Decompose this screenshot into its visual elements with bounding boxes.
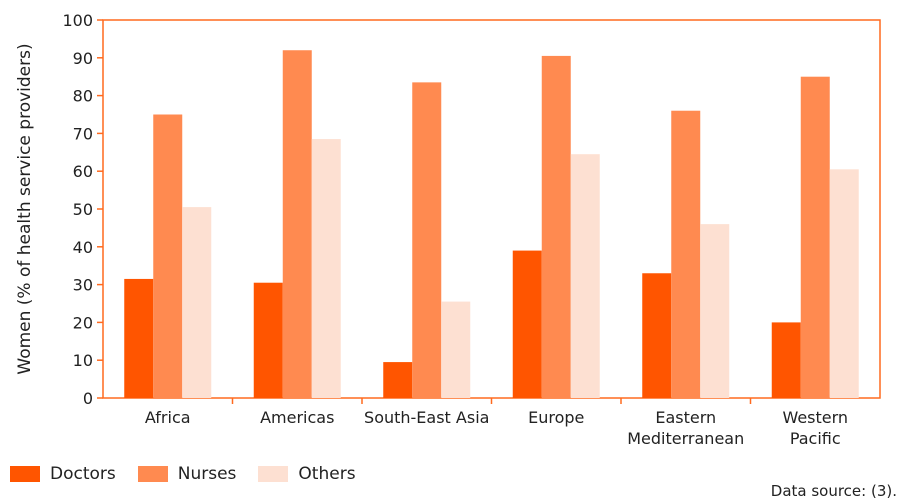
x-tick-label: South-East Asia (364, 408, 489, 427)
x-tick-label: Pacific (790, 429, 841, 448)
x-tick-label: Eastern (655, 408, 716, 427)
legend: Doctors Nurses Others (10, 464, 356, 484)
y-tick-label: 50 (73, 200, 93, 219)
bar-others-1 (311, 139, 341, 398)
y-tick-label: 100 (62, 11, 93, 30)
x-tick-label: Mediterranean (627, 429, 744, 448)
bar-nurses-1 (282, 50, 312, 399)
bar-doctors-2 (383, 362, 413, 398)
y-tick-label: 80 (73, 87, 93, 106)
bar-others-0 (182, 207, 212, 398)
y-tick-label: 30 (73, 276, 93, 295)
bar-doctors-3 (512, 250, 542, 398)
bar-nurses-0 (153, 114, 183, 398)
bar-others-3 (570, 154, 600, 398)
y-axis-label: Women (% of health service providers) (15, 43, 35, 374)
bar-others-5 (829, 169, 859, 398)
legend-item-doctors: Doctors (10, 464, 116, 484)
y-tick-label: 60 (73, 162, 93, 181)
legend-label-doctors: Doctors (50, 464, 116, 484)
legend-swatch-doctors (10, 466, 40, 482)
y-tick-label: 90 (73, 49, 93, 68)
legend-label-others: Others (298, 464, 356, 484)
bar-others-2 (441, 301, 471, 398)
plot-frame (102, 19, 881, 399)
bar-nurses-2 (412, 82, 442, 399)
bar-doctors-0 (124, 278, 154, 398)
legend-item-nurses: Nurses (137, 464, 237, 484)
bar-nurses-5 (800, 76, 830, 398)
bar-doctors-1 (253, 282, 283, 398)
y-tick-label: 70 (73, 124, 93, 143)
x-tick-label: Western (782, 408, 848, 427)
x-tick-label: Africa (145, 408, 191, 427)
x-tick-label: Americas (260, 408, 334, 427)
y-tick-label: 0 (83, 389, 93, 408)
legend-item-others: Others (258, 464, 356, 484)
y-tick-label: 20 (73, 313, 93, 332)
bar-doctors-4 (642, 273, 672, 398)
bar-others-4 (700, 224, 730, 398)
x-tick-label: Europe (528, 408, 584, 427)
y-tick-label: 40 (73, 238, 93, 257)
bar-doctors-5 (771, 322, 801, 398)
plot-area: 0 10 20 30 40 50 60 70 80 90 100 Women (% of health… (15, 11, 881, 448)
legend-swatch-nurses (137, 466, 168, 482)
legend-label-nurses: Nurses (177, 464, 237, 484)
bar-nurses-3 (541, 55, 571, 398)
y-tick-label: 10 (73, 351, 93, 370)
legend-swatch-others (258, 466, 289, 482)
bar-nurses-4 (671, 110, 701, 398)
data-source-note: Data source: (3). (770, 482, 897, 500)
